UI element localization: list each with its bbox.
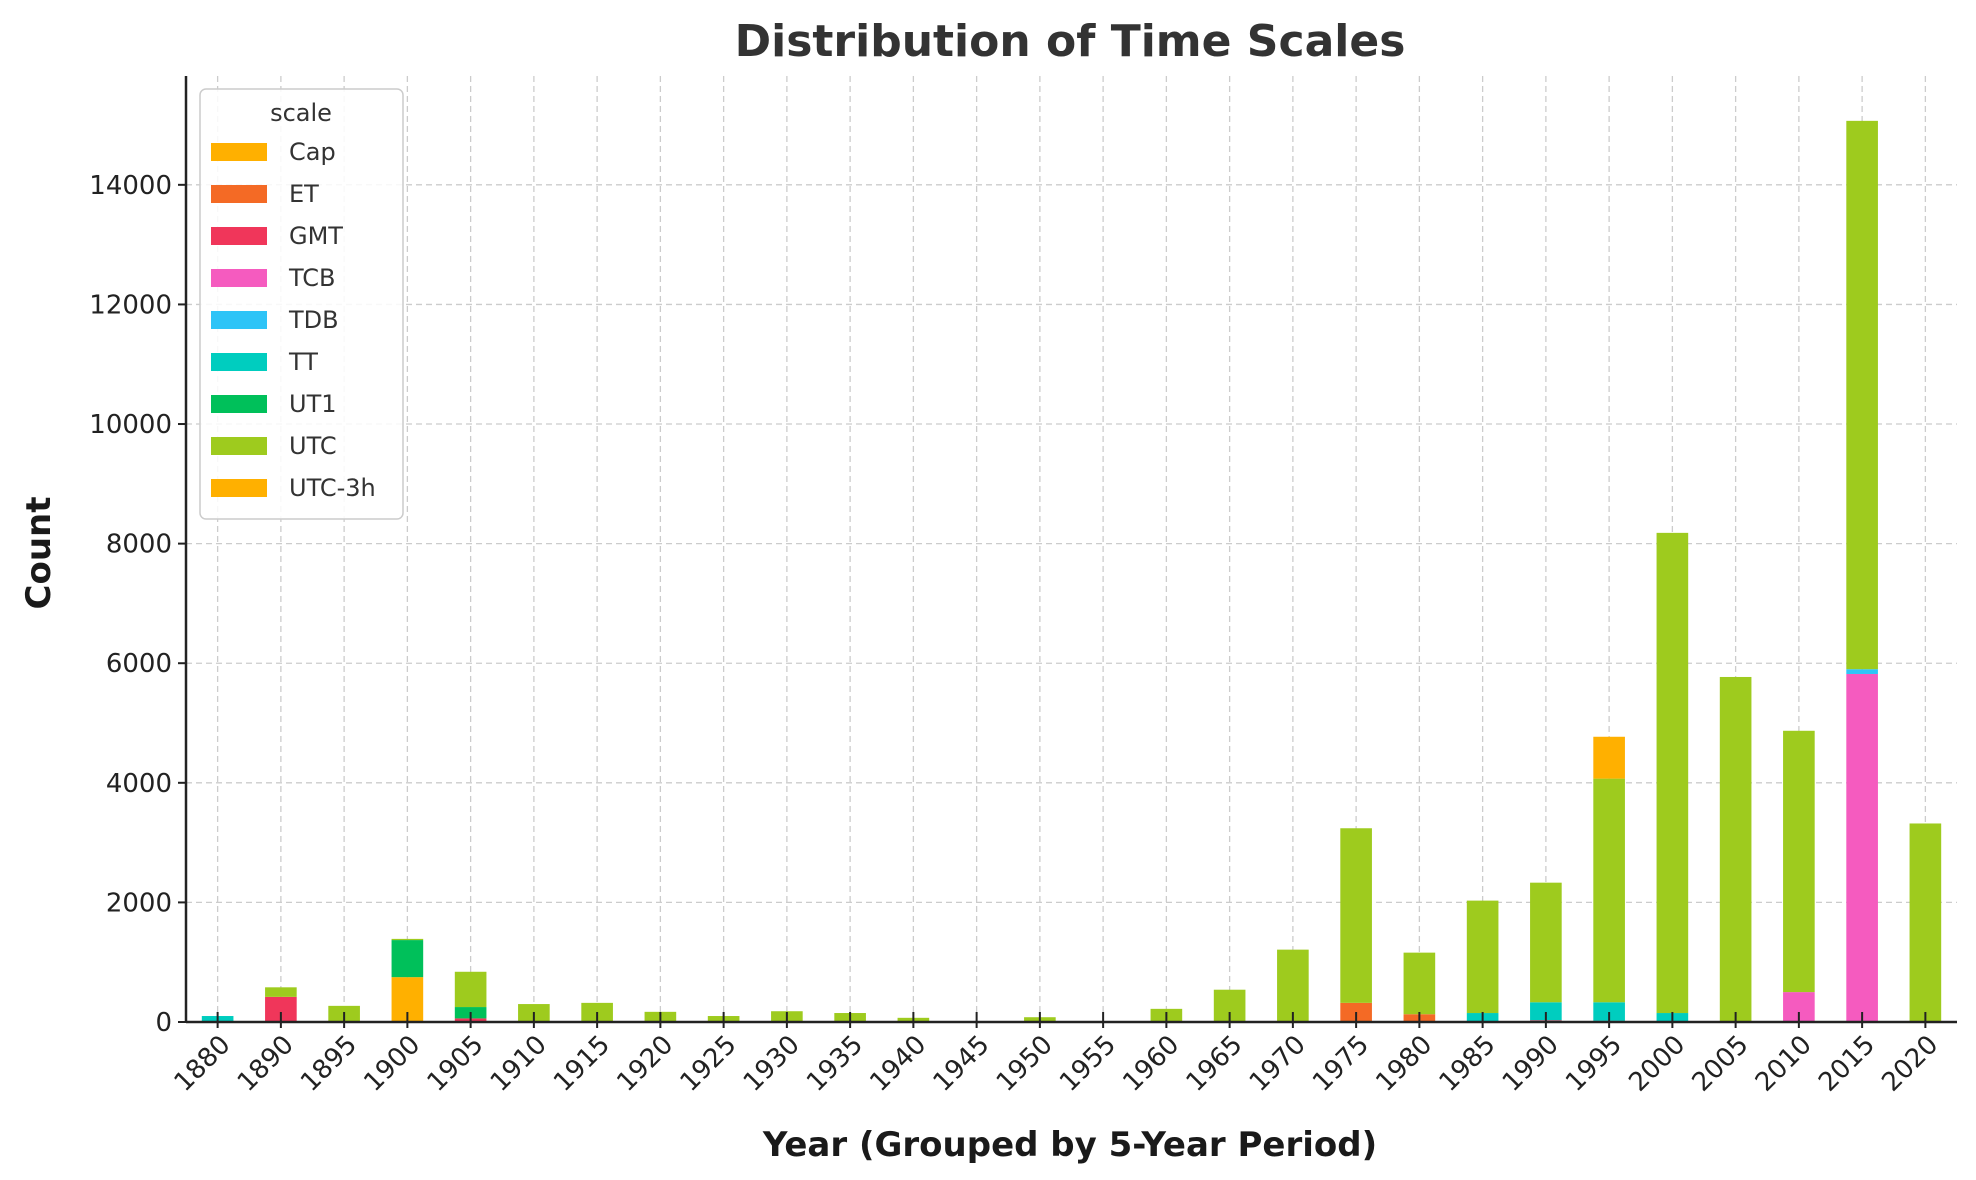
- legend-swatch-et: [211, 185, 267, 203]
- y-tick-label: 0: [155, 1008, 172, 1038]
- bar-segment-utc-1905: [454, 971, 487, 1008]
- bar-segment-utc-3h-1995: [1593, 736, 1625, 779]
- legend-label-et: ET: [289, 180, 319, 208]
- x-tick-label: 1925: [675, 1030, 743, 1098]
- x-tick-label: 1900: [358, 1030, 426, 1098]
- bar-segment-utc-2020: [1909, 823, 1942, 1022]
- y-tick-label: 8000: [106, 530, 172, 560]
- x-tick-label: 1910: [485, 1030, 553, 1098]
- x-tick-label: 1995: [1560, 1030, 1628, 1098]
- x-tick-label: 1965: [1181, 1030, 1249, 1098]
- x-tick-label: 1935: [801, 1030, 869, 1098]
- legend-label-tt: TT: [288, 348, 318, 376]
- grid: [186, 76, 1957, 1022]
- x-axis-label: Year (Grouped by 5-Year Period): [762, 1125, 1377, 1165]
- bar-segment-tcb-2015: [1846, 673, 1878, 1022]
- chart-title: Distribution of Time Scales: [735, 16, 1406, 67]
- bar-segment-utc-2015: [1846, 120, 1878, 670]
- legend: scale Cap ET GMT TCB TDB TT UT1 UTC UTC-3h: [199, 88, 404, 520]
- bar-segment-tt-1995: [1593, 1002, 1625, 1021]
- y-tick-label: 6000: [106, 649, 172, 679]
- legend-label-gmt: GMT: [289, 222, 343, 250]
- y-tick-label: 10000: [89, 410, 172, 440]
- x-tick-label: 2015: [1813, 1030, 1881, 1098]
- bar-segment-utc-1970: [1277, 949, 1309, 1022]
- legend-label-utc-3h: UTC-3h: [289, 474, 376, 502]
- legend-swatch-ut1: [211, 395, 267, 413]
- x-tick-label: 1890: [232, 1030, 300, 1098]
- x-tick-label: 1945: [928, 1030, 996, 1098]
- legend-label-tdb: TDB: [288, 306, 339, 334]
- legend-swatch-utc: [211, 437, 267, 455]
- legend-swatch-tt: [211, 353, 267, 371]
- x-tick-label: 1950: [991, 1030, 1059, 1098]
- legend-swatch-utc-3h: [211, 479, 267, 497]
- bar-segment-tdb-2015: [1846, 669, 1878, 674]
- legend-label-cap: Cap: [289, 138, 336, 166]
- bar-segment-utc-1975: [1340, 828, 1372, 1003]
- x-tick-label: 1975: [1307, 1030, 1375, 1098]
- x-tick-label: 1940: [864, 1030, 932, 1098]
- x-tick-label: 1970: [1244, 1030, 1312, 1098]
- x-tick-label: 1905: [422, 1030, 490, 1098]
- bar-segment-utc-1890: [265, 987, 297, 997]
- y-tick-label: 4000: [106, 769, 172, 799]
- legend-swatch-tdb: [211, 311, 267, 329]
- x-tick-label: 2005: [1687, 1030, 1755, 1098]
- y-tick-label: 2000: [106, 888, 172, 918]
- x-tick-label: 1990: [1497, 1030, 1565, 1098]
- legend-swatch-gmt: [211, 227, 267, 245]
- x-tick-label: 2020: [1876, 1030, 1944, 1098]
- y-tick-label: 12000: [89, 290, 172, 320]
- legend-label-utc: UTC: [289, 432, 337, 460]
- legend-label-tcb: TCB: [288, 264, 335, 292]
- y-tick-label: 14000: [89, 171, 172, 201]
- y-axis-label: Count: [19, 497, 59, 610]
- bar-segment-ut1-1900: [391, 940, 424, 978]
- bar-segment-utc-1990: [1530, 882, 1562, 1003]
- x-tick-label: 1895: [295, 1030, 363, 1098]
- x-tick-label: 2010: [1750, 1030, 1818, 1098]
- bar-segment-utc-2000: [1656, 532, 1689, 1014]
- bar-segment-tt-1990: [1530, 1002, 1562, 1021]
- x-tick-label: 1880: [169, 1030, 237, 1098]
- x-tick-label: 1960: [1117, 1030, 1185, 1098]
- bar-segment-utc-2005: [1719, 676, 1752, 1022]
- bar-segment-utc-1900: [391, 938, 424, 941]
- x-tick-label: 2000: [1623, 1030, 1691, 1098]
- legend-title: scale: [270, 99, 332, 127]
- x-tick-label: 1985: [1434, 1030, 1502, 1098]
- bar-segment-utc-1980: [1403, 952, 1436, 1015]
- bar-segment-utc-1985: [1466, 900, 1499, 1014]
- x-tick-label: 1955: [1054, 1030, 1122, 1098]
- bar-segment-utc-2010: [1783, 730, 1815, 993]
- legend-swatch-cap: [211, 143, 267, 161]
- x-tick-label: 1930: [738, 1030, 806, 1098]
- x-tick-label: 1920: [611, 1030, 679, 1098]
- bar-segment-utc-1995: [1593, 778, 1625, 1003]
- x-tick-label: 1915: [548, 1030, 616, 1098]
- bars: [201, 120, 1942, 1022]
- legend-label-ut1: UT1: [289, 390, 337, 418]
- x-tick-label: 1980: [1370, 1030, 1438, 1098]
- legend-swatch-tcb: [211, 269, 267, 287]
